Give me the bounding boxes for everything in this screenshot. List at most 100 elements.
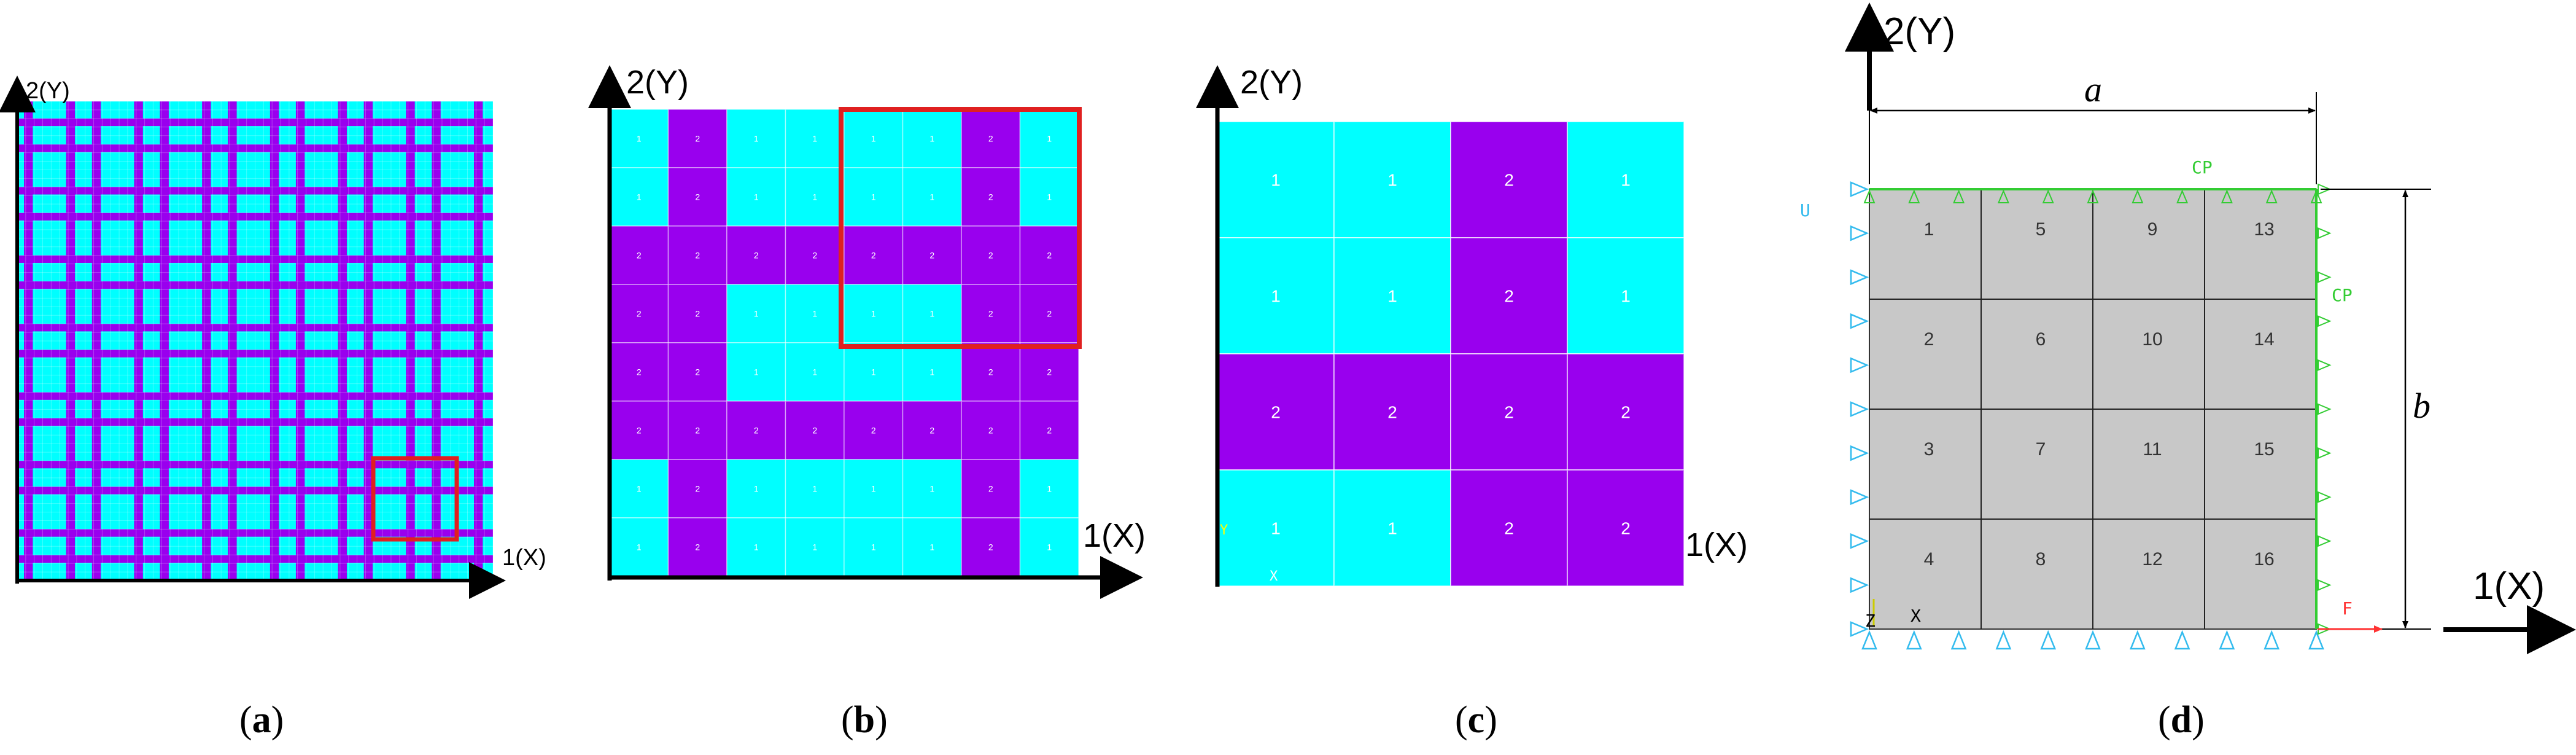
panel-b-cell-label: 1 bbox=[929, 542, 934, 552]
panel-d-left-support-symbol bbox=[1850, 401, 1869, 417]
panel-b-cell bbox=[1019, 167, 1079, 227]
panel-b-cell-label: 1 bbox=[754, 134, 759, 144]
panel-b-cell bbox=[667, 284, 727, 343]
panel-b-cell-label: 2 bbox=[988, 367, 993, 377]
panel-b-cell bbox=[844, 109, 904, 168]
panel-a-matrix-vstrip bbox=[474, 101, 483, 581]
panel-d-right-cp-symbol bbox=[2318, 579, 2332, 591]
panel-c-cell bbox=[1217, 237, 1335, 354]
panel-b-cell-label: 1 bbox=[929, 367, 934, 377]
panel-b-cell bbox=[609, 109, 669, 168]
panel-b-cell bbox=[844, 459, 904, 518]
panel-d-element-number: 3 bbox=[1924, 439, 1934, 460]
panel-d-right-cp-symbol bbox=[2318, 535, 2332, 547]
panel-b-cell bbox=[902, 225, 962, 285]
panel-d-top-cp-symbol bbox=[1997, 189, 2009, 203]
panel-b-cell-label: 2 bbox=[988, 484, 993, 494]
panel-b-cell bbox=[785, 167, 845, 227]
panel-b-cell bbox=[667, 167, 727, 227]
panel-a-matrix-hstrip bbox=[17, 281, 493, 289]
panel-a-y-axis-label: 2(Y) bbox=[26, 78, 70, 104]
panel-b-cell bbox=[844, 225, 904, 285]
panel-b-cell-label: 2 bbox=[695, 251, 700, 260]
panel-b-cell bbox=[844, 167, 904, 227]
panel-d-element-number: 6 bbox=[2036, 329, 2046, 350]
panel-b-cell-label: 1 bbox=[1047, 484, 1052, 494]
panel-b-cell bbox=[785, 225, 845, 285]
panel-c-cells: 1 1 2 1 1 1 2 1 2 2 2 2 1 1 2 2 bbox=[1217, 121, 1685, 587]
panel-c-cell-label: 2 bbox=[1504, 171, 1514, 190]
panel-d-bottom-support-symbol bbox=[2308, 630, 2324, 650]
panel-b-cell-label: 2 bbox=[637, 309, 642, 319]
panel-b-cell-label: 2 bbox=[695, 542, 700, 552]
panel-a-matrix-hstrip bbox=[17, 255, 493, 263]
panel-c-cell-label: 2 bbox=[1504, 403, 1514, 422]
panel-c-cell bbox=[1333, 469, 1451, 587]
panel-c-corner-y: Y bbox=[1220, 523, 1228, 538]
panel-b-cell bbox=[902, 109, 962, 168]
panel-b-cell-label: 1 bbox=[871, 542, 876, 552]
panel-b-cell bbox=[1019, 225, 1079, 285]
panel-d-left-support-symbol bbox=[1850, 621, 1869, 637]
panel-d-load-label: F bbox=[2342, 598, 2353, 619]
panel-b-cell-label: 1 bbox=[871, 192, 876, 202]
panel-d-right-cp-symbol bbox=[2318, 271, 2332, 283]
panel-d-y-axis-label: 2(Y) bbox=[1884, 10, 1955, 53]
panel-b-cell-label: 2 bbox=[1047, 426, 1052, 436]
panel-b-cell bbox=[609, 401, 669, 460]
panel-c-cell bbox=[1567, 237, 1685, 354]
panel-b-cell-label: 2 bbox=[988, 192, 993, 202]
panel-b-cell bbox=[609, 459, 669, 518]
panel-b-cell-label: 1 bbox=[929, 484, 934, 494]
panel-b-cell bbox=[667, 225, 727, 285]
panel-d-corner-z: Z bbox=[1865, 611, 1876, 631]
panel-d-mesh bbox=[1869, 189, 2316, 629]
panel-d-left-support-symbol bbox=[1850, 357, 1869, 374]
panel-c-cell bbox=[1567, 353, 1685, 471]
panel-d-bottom-support-symbol bbox=[2040, 630, 2057, 650]
panel-c-cell bbox=[1217, 353, 1335, 471]
panel-d-top-cp-symbol bbox=[2042, 189, 2054, 203]
panel-c-cell-label: 1 bbox=[1387, 171, 1397, 190]
panel-c-cell-label: 1 bbox=[1271, 519, 1281, 538]
panel-d-right-cp-symbol bbox=[2318, 227, 2332, 240]
panel-b-cell bbox=[961, 284, 1021, 343]
panel-b-cell bbox=[726, 459, 786, 518]
panel-b-cell bbox=[609, 342, 669, 402]
panel-d-element-number: 9 bbox=[2147, 219, 2158, 240]
panel-b-cell-label: 1 bbox=[1047, 542, 1052, 552]
panel-b-cell-label: 2 bbox=[871, 251, 876, 260]
panel-a-matrix-hstrip bbox=[17, 555, 493, 563]
panel-b-cell-label: 2 bbox=[1047, 309, 1052, 319]
panel-b-cell-label: 1 bbox=[637, 192, 642, 202]
panel-b-cell-label: 1 bbox=[754, 192, 759, 202]
panel-c-y-axis-label: 2(Y) bbox=[1240, 64, 1303, 101]
panel-d-element-number: 10 bbox=[2142, 329, 2162, 350]
panel-d-left-support-symbol bbox=[1850, 577, 1869, 593]
panel-d-bottom-support-symbol bbox=[2264, 630, 2280, 650]
panel-b-cell bbox=[902, 342, 962, 402]
panel-b-cell bbox=[1019, 342, 1079, 402]
panel-b-cell-label: 1 bbox=[929, 134, 934, 144]
panel-d-element-number: 1 bbox=[1924, 219, 1934, 240]
panel-c-cell-label: 2 bbox=[1387, 403, 1397, 422]
panel-b-cell bbox=[726, 225, 786, 285]
panel-b-cell-label: 2 bbox=[695, 134, 700, 144]
panel-c-cell bbox=[1567, 121, 1685, 238]
panel-d-dim-b-label: b bbox=[2413, 386, 2431, 426]
panel-b-cell bbox=[902, 517, 962, 577]
panel-d-bottom-support-symbol bbox=[1861, 630, 1877, 650]
panel-d-right-cp-symbol bbox=[2318, 183, 2332, 195]
panel-b-cell-label: 1 bbox=[871, 309, 876, 319]
panel-a-matrix-hstrip bbox=[17, 418, 493, 426]
panel-b-cell-label: 1 bbox=[929, 309, 934, 319]
panel-d-corner-x: X bbox=[1911, 606, 1921, 626]
panel-a-matrix-hstrip bbox=[17, 350, 493, 358]
panel-d-right-cp-symbol bbox=[2318, 359, 2332, 371]
panel-b-cell bbox=[726, 284, 786, 343]
panel-b-cell-label: 2 bbox=[871, 426, 876, 436]
panel-d-element-number: 5 bbox=[2036, 219, 2046, 240]
panel-c-cell-label: 2 bbox=[1504, 519, 1514, 538]
panel-d-caption: (d) bbox=[2158, 699, 2205, 741]
